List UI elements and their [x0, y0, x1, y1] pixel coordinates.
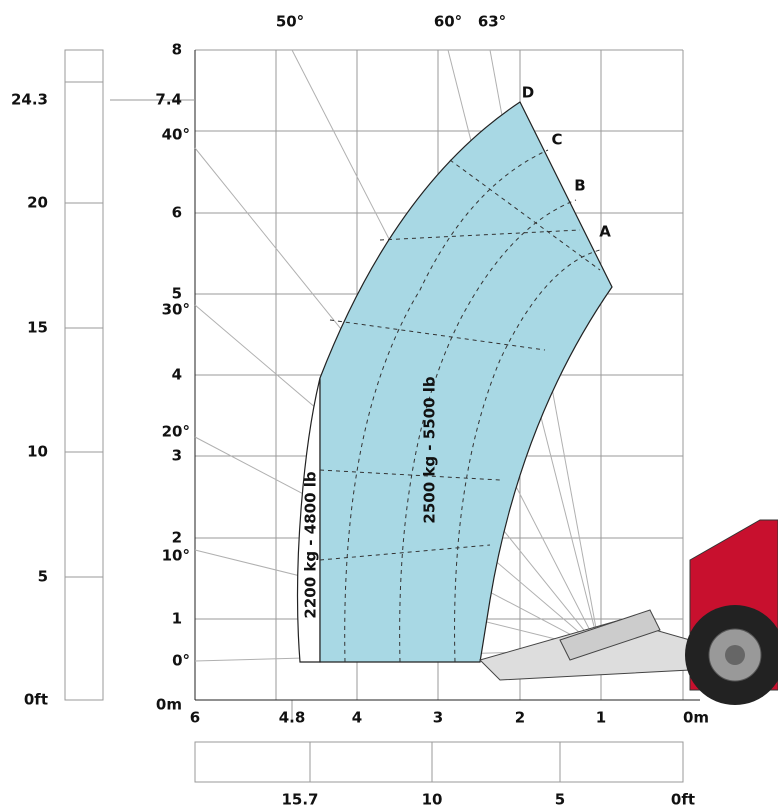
ft-tick-label: 10 — [27, 443, 48, 461]
y-tick-label: 3 — [172, 447, 182, 465]
x-tick-label: 4.8 — [279, 709, 306, 727]
y-tick-label: 7.4 — [155, 91, 182, 109]
angle-label: 40° — [162, 126, 190, 144]
ft-tick-label: 20 — [27, 194, 48, 212]
angle-label: 63° — [478, 13, 506, 31]
ft-tick-label: 5 — [555, 791, 565, 809]
y-tick-label: 0m — [156, 696, 182, 714]
point-label: B — [574, 177, 585, 195]
angle-label: 10° — [162, 547, 190, 565]
ft-scale-box — [64, 49, 104, 701]
angle-label: 60° — [434, 13, 462, 31]
zone-label: 2500 kg - 5500 lb — [421, 376, 439, 523]
ft-tick-label: 15 — [27, 319, 48, 337]
y-tick-label: 5 — [172, 285, 182, 303]
ft-tick-label: 10 — [422, 791, 443, 809]
angle-label: 30° — [162, 301, 190, 319]
zone-outer — [296, 377, 321, 663]
dash-arc — [344, 149, 549, 663]
ft-tick-label: 15.7 — [281, 791, 318, 809]
y-tick-label: 8 — [172, 41, 182, 59]
ft-tick-label: 5 — [38, 568, 48, 586]
dash-arc — [399, 199, 577, 663]
point-label: D — [522, 84, 534, 102]
ft-tick-label: 0ft — [24, 691, 48, 709]
y-tick-label: 4 — [172, 366, 182, 384]
dash-radial — [319, 159, 601, 561]
zone-label: 2200 kg - 4800 lb — [302, 471, 320, 618]
y-tick-label: 6 — [172, 204, 182, 222]
ft-tick-label: 0ft — [671, 791, 695, 809]
x-tick-label: 0m — [683, 709, 709, 727]
telehandler — [479, 519, 778, 705]
x-tick-label: 4 — [352, 709, 362, 727]
angle-label: 50° — [276, 13, 304, 31]
x-tick-label: 2 — [515, 709, 525, 727]
labels: 8 7.4 6 5 4 3 2 1 0m 6 4.8 4 3 2 1 0m 24.3 20 15 10 5 0ft 15.7… — [11, 13, 709, 809]
y-tick-label: 1 — [172, 610, 182, 628]
angle-label: 0° — [172, 652, 190, 670]
y-tick-label: 2 — [172, 529, 182, 547]
ft-tick-label: 24.3 — [11, 91, 48, 109]
point-label: A — [599, 223, 611, 241]
x-tick-label: 6 — [190, 709, 200, 727]
x-tick-label: 1 — [596, 709, 606, 727]
zone-main — [319, 101, 613, 663]
angle-label: 20° — [162, 423, 190, 441]
x-tick-label: 3 — [433, 709, 443, 727]
ft-scale-box — [194, 741, 684, 783]
point-label: C — [551, 131, 562, 149]
